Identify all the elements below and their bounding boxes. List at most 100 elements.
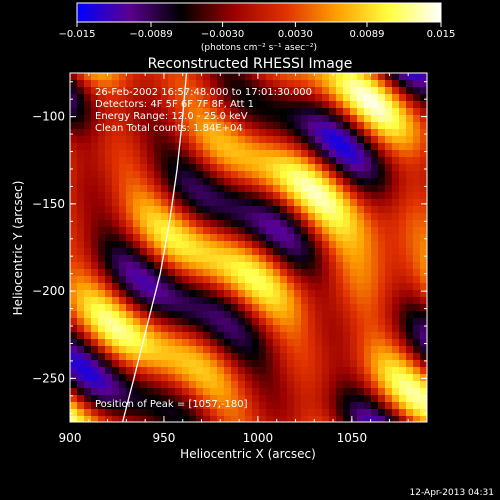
heatmap-cell — [385, 304, 393, 312]
heatmap-cell — [357, 157, 365, 165]
heatmap-cell — [385, 185, 393, 193]
heatmap-cell — [357, 346, 365, 354]
heatmap-cell — [98, 318, 106, 326]
heatmap-cell — [280, 360, 288, 368]
heatmap-cell — [322, 360, 330, 368]
heatmap-cell — [133, 192, 141, 200]
heatmap-cell — [420, 255, 427, 263]
heatmap-cell — [336, 381, 344, 389]
heatmap-cell — [154, 402, 162, 410]
heatmap-cell — [119, 129, 127, 137]
heatmap-cell — [343, 290, 351, 298]
heatmap-cell — [343, 73, 351, 81]
heatmap-cell — [112, 360, 120, 368]
heatmap-cell — [238, 290, 246, 298]
heatmap-cell — [315, 178, 323, 186]
heatmap-cell — [308, 332, 316, 340]
heatmap-cell — [259, 87, 267, 95]
heatmap-cell — [252, 80, 260, 88]
heatmap-cell — [378, 416, 386, 422]
heatmap-cell — [343, 276, 351, 284]
heatmap-cell — [350, 164, 358, 172]
heatmap-cell — [301, 255, 309, 263]
heatmap-cell — [105, 241, 113, 249]
heatmap-cell — [336, 80, 344, 88]
heatmap-cell — [140, 234, 148, 242]
heatmap-cell — [217, 136, 225, 144]
heatmap-cell — [392, 283, 400, 291]
heatmap-cell — [392, 409, 400, 417]
heatmap-cell — [140, 129, 148, 137]
heatmap-cell — [329, 262, 337, 270]
heatmap-cell — [392, 234, 400, 242]
heatmap-cell — [371, 360, 379, 368]
heatmap-cell — [98, 360, 106, 368]
heatmap-cell — [287, 325, 295, 333]
heatmap-cell — [357, 360, 365, 368]
heatmap-cell — [189, 332, 197, 340]
heatmap-cell — [315, 213, 323, 221]
heatmap-cell — [119, 290, 127, 298]
heatmap-cell — [98, 157, 106, 165]
heatmap-cell — [420, 374, 427, 382]
heatmap-cell — [154, 262, 162, 270]
heatmap-cell — [392, 129, 400, 137]
heatmap-cell — [245, 283, 253, 291]
heatmap-cell — [147, 297, 155, 305]
heatmap-cell — [259, 311, 267, 319]
heatmap-cell — [266, 80, 274, 88]
heatmap-cell — [91, 227, 99, 235]
heatmap-cell — [371, 416, 379, 422]
heatmap-cell — [182, 164, 190, 172]
heatmap-cell — [287, 101, 295, 109]
heatmap-cell — [238, 255, 246, 263]
heatmap-cell — [322, 367, 330, 375]
heatmap-cell — [280, 206, 288, 214]
heatmap-cell — [420, 269, 427, 277]
heatmap-cell — [287, 297, 295, 305]
heatmap-cell — [350, 374, 358, 382]
heatmap-cell — [147, 374, 155, 382]
heatmap-cell — [315, 115, 323, 123]
heatmap-cell — [133, 234, 141, 242]
heatmap-cell — [203, 73, 211, 81]
heatmap-cell — [364, 255, 372, 263]
heatmap-cell — [280, 416, 288, 422]
heatmap-cell — [147, 206, 155, 214]
heatmap-cell — [77, 276, 85, 284]
heatmap-cell — [203, 241, 211, 249]
heatmap-cell — [259, 346, 267, 354]
heatmap-cell — [210, 227, 218, 235]
heatmap-cell — [231, 234, 239, 242]
heatmap-cell — [133, 339, 141, 347]
heatmap-cell — [105, 164, 113, 172]
heatmap-cell — [70, 234, 78, 242]
heatmap-cell — [196, 304, 204, 312]
heatmap-cell — [133, 269, 141, 277]
heatmap-cell — [175, 80, 183, 88]
heatmap-cell — [273, 409, 281, 417]
heatmap-cell — [308, 395, 316, 403]
heatmap-cell — [315, 241, 323, 249]
heatmap-cell — [350, 360, 358, 368]
heatmap-cell — [343, 262, 351, 270]
heatmap-cell — [259, 234, 267, 242]
heatmap-cell — [413, 129, 421, 137]
heatmap-cell — [378, 353, 386, 361]
heatmap-cell — [98, 136, 106, 144]
heatmap-cell — [322, 318, 330, 326]
heatmap-cell — [294, 381, 302, 389]
heatmap-cell — [175, 255, 183, 263]
heatmap-cell — [357, 248, 365, 256]
heatmap-cell — [406, 339, 414, 347]
heatmap-cell — [91, 115, 99, 123]
heatmap-cell — [273, 276, 281, 284]
heatmap-cell — [91, 87, 99, 95]
heatmap-cell — [259, 388, 267, 396]
heatmap-cell — [294, 157, 302, 165]
heatmap-cell — [385, 283, 393, 291]
heatmap-cell — [406, 290, 414, 298]
heatmap-cell — [133, 150, 141, 158]
heatmap-cell — [224, 388, 232, 396]
heatmap-cell — [273, 339, 281, 347]
